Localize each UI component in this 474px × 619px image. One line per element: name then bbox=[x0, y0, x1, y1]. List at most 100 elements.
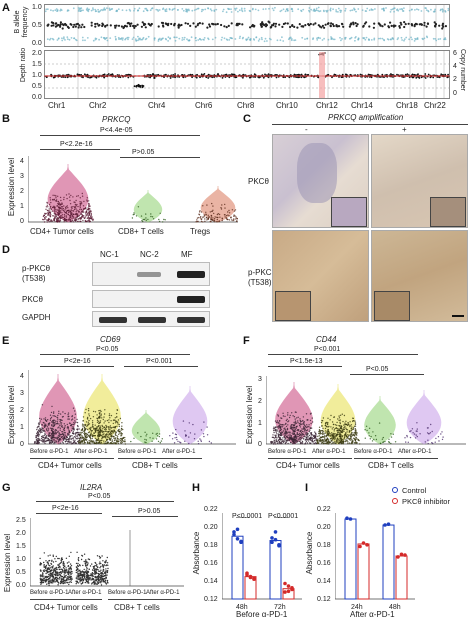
violin-point bbox=[347, 442, 349, 445]
violin-point bbox=[54, 194, 56, 197]
violin-point bbox=[49, 419, 52, 421]
violin-point bbox=[87, 220, 89, 222]
violin-point bbox=[45, 435, 48, 437]
baf-point bbox=[183, 38, 185, 41]
violin-point bbox=[59, 424, 61, 427]
violin-point bbox=[379, 442, 382, 444]
violin-point bbox=[284, 423, 287, 425]
violin-point bbox=[329, 419, 331, 421]
violin-point bbox=[49, 197, 51, 199]
panel-e-ytick: 4 bbox=[20, 373, 24, 380]
baf-point bbox=[383, 9, 385, 12]
baf-point bbox=[114, 26, 117, 29]
violin-point bbox=[373, 438, 375, 441]
violin-point bbox=[309, 429, 311, 431]
panel-e-bracket bbox=[40, 354, 190, 355]
violin-point bbox=[43, 221, 46, 223]
violin-point bbox=[275, 436, 277, 438]
violin-point bbox=[83, 207, 85, 210]
violin-point bbox=[91, 441, 93, 443]
violin-point bbox=[392, 433, 394, 435]
violin-point bbox=[285, 441, 287, 444]
violin-point bbox=[184, 440, 186, 442]
panel-e-bracket bbox=[124, 366, 198, 367]
violin-point bbox=[311, 417, 313, 419]
violin-point bbox=[86, 436, 88, 438]
baf-point bbox=[174, 39, 177, 42]
strip-point bbox=[48, 568, 50, 570]
ihc-image-ppkc-pos bbox=[371, 230, 468, 322]
baf-point bbox=[348, 25, 351, 28]
violin-point bbox=[158, 433, 161, 435]
violin-point bbox=[378, 422, 381, 424]
strip-point bbox=[105, 559, 107, 562]
violin-point bbox=[43, 219, 45, 221]
violin-point bbox=[58, 203, 60, 205]
baf-point bbox=[425, 9, 428, 11]
violin-point bbox=[338, 424, 340, 427]
strip-point bbox=[39, 562, 42, 564]
depth-point bbox=[189, 73, 192, 76]
strip-point bbox=[58, 578, 60, 580]
strip-point bbox=[87, 578, 89, 580]
violin-point bbox=[216, 218, 218, 221]
violin-point bbox=[59, 434, 61, 437]
baf-point bbox=[268, 21, 271, 24]
baf-point bbox=[243, 7, 246, 10]
violin-point bbox=[208, 216, 211, 218]
violin-point bbox=[62, 426, 64, 429]
baf-point bbox=[86, 37, 89, 39]
baf-point bbox=[291, 24, 294, 27]
violin-point bbox=[79, 440, 81, 442]
baf-point bbox=[177, 9, 179, 11]
panel-a-depth-label: Depth ratio bbox=[20, 47, 27, 83]
baf-point bbox=[227, 24, 230, 27]
depth-point bbox=[417, 73, 419, 76]
baf-point bbox=[351, 9, 354, 12]
baf-point bbox=[438, 24, 441, 27]
violin-point bbox=[431, 442, 433, 444]
strip-point bbox=[99, 567, 101, 569]
violin-point bbox=[303, 431, 305, 433]
violin-point bbox=[281, 426, 284, 428]
violin-point bbox=[82, 216, 84, 218]
baf-point bbox=[252, 7, 254, 10]
violin-point bbox=[50, 411, 53, 414]
violin-point bbox=[86, 213, 89, 215]
violin-point bbox=[217, 216, 219, 219]
violin-point bbox=[87, 423, 89, 426]
strip-point bbox=[100, 562, 102, 565]
violin-point bbox=[98, 439, 100, 441]
panel-c-row-label: p-PKCθ (T538) bbox=[248, 268, 277, 287]
panel-f-pvalue: P<0.05 bbox=[366, 366, 389, 373]
violin-point bbox=[193, 438, 196, 440]
violin-point bbox=[73, 205, 75, 208]
violin-point bbox=[67, 207, 69, 209]
violin-point bbox=[73, 423, 76, 425]
violin-point bbox=[71, 435, 73, 437]
violin-point bbox=[294, 427, 296, 429]
violin-point bbox=[87, 410, 90, 412]
violin-point bbox=[67, 412, 70, 414]
strip-point bbox=[52, 575, 54, 577]
violin-point bbox=[41, 404, 44, 406]
violin-point bbox=[61, 209, 63, 211]
violin-point bbox=[113, 439, 116, 442]
baf-point bbox=[60, 9, 63, 12]
violin-point bbox=[145, 217, 147, 219]
strip-point bbox=[104, 561, 106, 563]
violin-point bbox=[161, 438, 163, 440]
depth-point bbox=[420, 76, 423, 79]
violin-point bbox=[305, 429, 308, 432]
violin-point bbox=[83, 439, 86, 442]
violin-point bbox=[60, 436, 63, 438]
violin-point bbox=[307, 440, 310, 442]
violin-point bbox=[343, 438, 345, 440]
baf-point bbox=[111, 8, 114, 10]
baf-point bbox=[97, 8, 99, 11]
violin-point bbox=[339, 435, 341, 437]
baf-point bbox=[252, 38, 255, 40]
baf-point bbox=[392, 24, 395, 27]
violin-point bbox=[79, 203, 81, 205]
